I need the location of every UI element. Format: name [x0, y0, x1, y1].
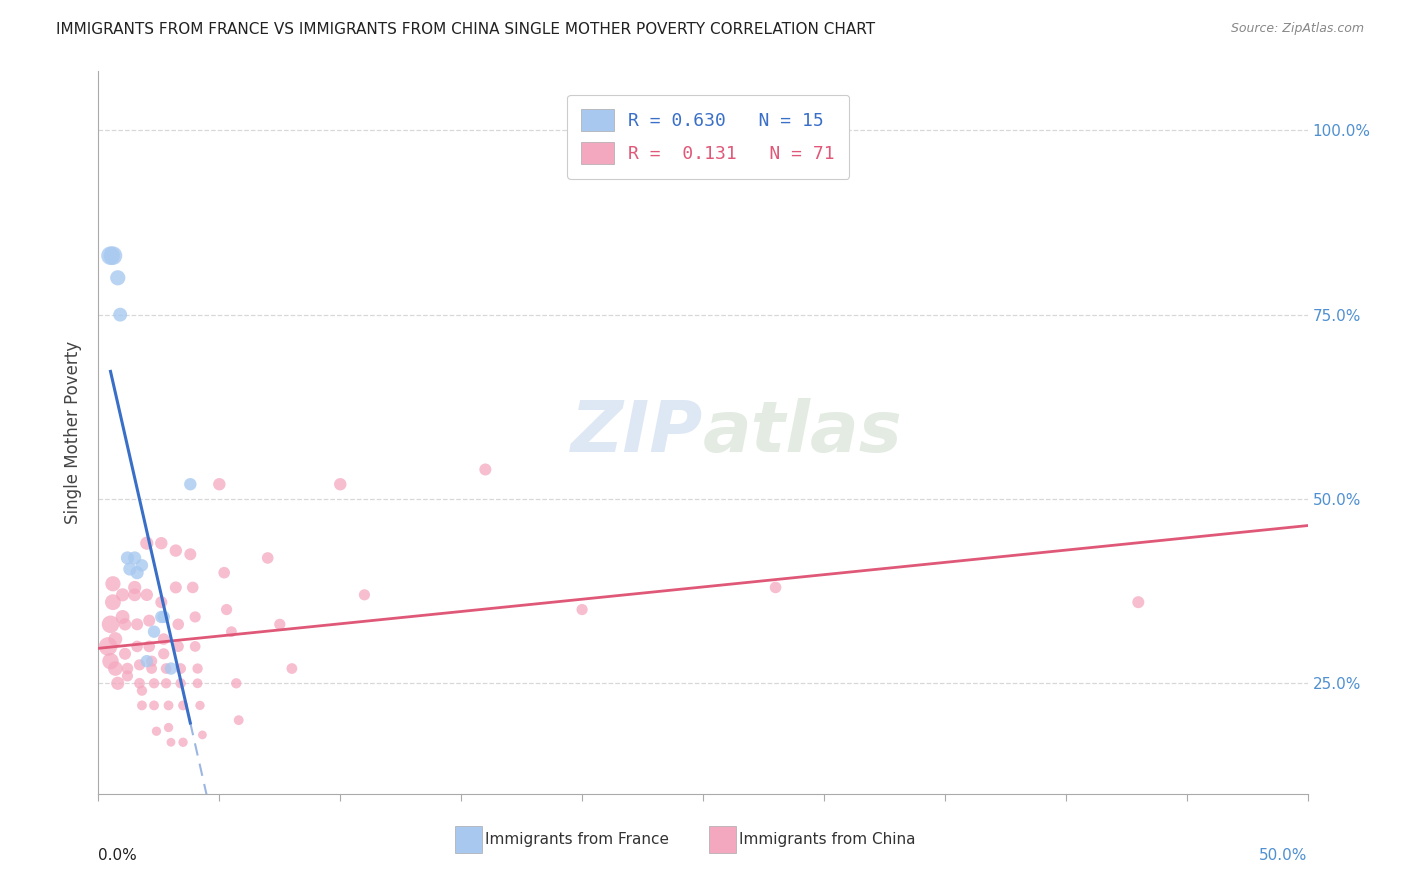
- Point: [107, 676, 129, 690]
- Point: [131, 558, 153, 573]
- Point: [100, 617, 122, 632]
- Point: [157, 698, 180, 713]
- Point: [131, 698, 153, 713]
- Point: [135, 536, 157, 550]
- Point: [127, 640, 149, 654]
- Point: [150, 610, 173, 624]
- Point: [353, 588, 375, 602]
- Point: [128, 676, 150, 690]
- Point: [167, 617, 190, 632]
- Text: ZIP: ZIP: [571, 398, 703, 467]
- Point: [117, 661, 139, 675]
- Point: [138, 614, 160, 628]
- Point: [172, 735, 194, 749]
- Point: [179, 477, 201, 491]
- Bar: [709, 826, 735, 853]
- Text: IMMIGRANTS FROM FRANCE VS IMMIGRANTS FROM CHINA SINGLE MOTHER POVERTY CORRELATIO: IMMIGRANTS FROM FRANCE VS IMMIGRANTS FRO…: [56, 22, 876, 37]
- Point: [152, 610, 174, 624]
- Point: [145, 724, 167, 739]
- Point: [152, 632, 174, 646]
- Text: 0.0%: 0.0%: [98, 848, 138, 863]
- Point: [188, 698, 211, 713]
- Bar: [456, 826, 482, 853]
- Point: [117, 669, 139, 683]
- Point: [124, 588, 146, 602]
- Point: [128, 657, 150, 672]
- Point: [474, 462, 496, 476]
- Point: [104, 632, 127, 646]
- Point: [571, 602, 593, 616]
- Point: [172, 698, 194, 713]
- Point: [150, 536, 173, 550]
- Point: [143, 624, 166, 639]
- Point: [269, 617, 291, 632]
- Text: Immigrants from France: Immigrants from France: [485, 832, 669, 847]
- Point: [107, 270, 129, 285]
- Point: [167, 640, 190, 654]
- Point: [141, 654, 163, 668]
- Point: [97, 640, 120, 654]
- Point: [135, 588, 157, 602]
- Text: Immigrants from China: Immigrants from China: [740, 832, 915, 847]
- Point: [100, 249, 122, 263]
- Point: [114, 617, 136, 632]
- Point: [104, 661, 127, 675]
- Point: [124, 551, 146, 566]
- Point: [169, 676, 191, 690]
- Point: [155, 676, 177, 690]
- Point: [155, 661, 177, 675]
- Point: [765, 581, 787, 595]
- Point: [114, 647, 136, 661]
- Point: [124, 581, 146, 595]
- Point: [281, 661, 304, 675]
- Point: [160, 735, 183, 749]
- Point: [329, 477, 352, 491]
- Point: [169, 661, 191, 675]
- Point: [184, 640, 207, 654]
- Legend: R = 0.630   N = 15, R =  0.131   N = 71: R = 0.630 N = 15, R = 0.131 N = 71: [567, 95, 849, 178]
- Point: [181, 581, 204, 595]
- Point: [101, 576, 124, 591]
- Point: [118, 562, 141, 576]
- Text: 50.0%: 50.0%: [1260, 848, 1308, 863]
- Text: Source: ZipAtlas.com: Source: ZipAtlas.com: [1230, 22, 1364, 36]
- Point: [165, 543, 187, 558]
- Point: [150, 595, 173, 609]
- Point: [141, 661, 163, 675]
- Point: [1128, 595, 1150, 609]
- Point: [208, 477, 231, 491]
- Point: [131, 683, 153, 698]
- Point: [225, 676, 247, 690]
- Point: [179, 547, 201, 561]
- Point: [108, 308, 131, 322]
- Point: [138, 640, 160, 654]
- Text: atlas: atlas: [703, 398, 903, 467]
- Point: [152, 647, 174, 661]
- Point: [135, 654, 157, 668]
- Point: [127, 566, 149, 580]
- Point: [143, 676, 166, 690]
- Point: [187, 661, 209, 675]
- Point: [100, 654, 122, 668]
- Y-axis label: Single Mother Poverty: Single Mother Poverty: [65, 341, 83, 524]
- Point: [191, 728, 214, 742]
- Point: [212, 566, 235, 580]
- Point: [256, 551, 278, 566]
- Point: [160, 661, 183, 675]
- Point: [228, 713, 250, 727]
- Point: [187, 676, 209, 690]
- Point: [215, 602, 238, 616]
- Point: [165, 581, 187, 595]
- Point: [221, 624, 243, 639]
- Point: [101, 249, 124, 263]
- Point: [117, 551, 139, 566]
- Point: [143, 698, 166, 713]
- Point: [101, 595, 124, 609]
- Point: [127, 617, 149, 632]
- Point: [157, 721, 180, 735]
- Point: [111, 588, 134, 602]
- Point: [184, 610, 207, 624]
- Point: [111, 610, 134, 624]
